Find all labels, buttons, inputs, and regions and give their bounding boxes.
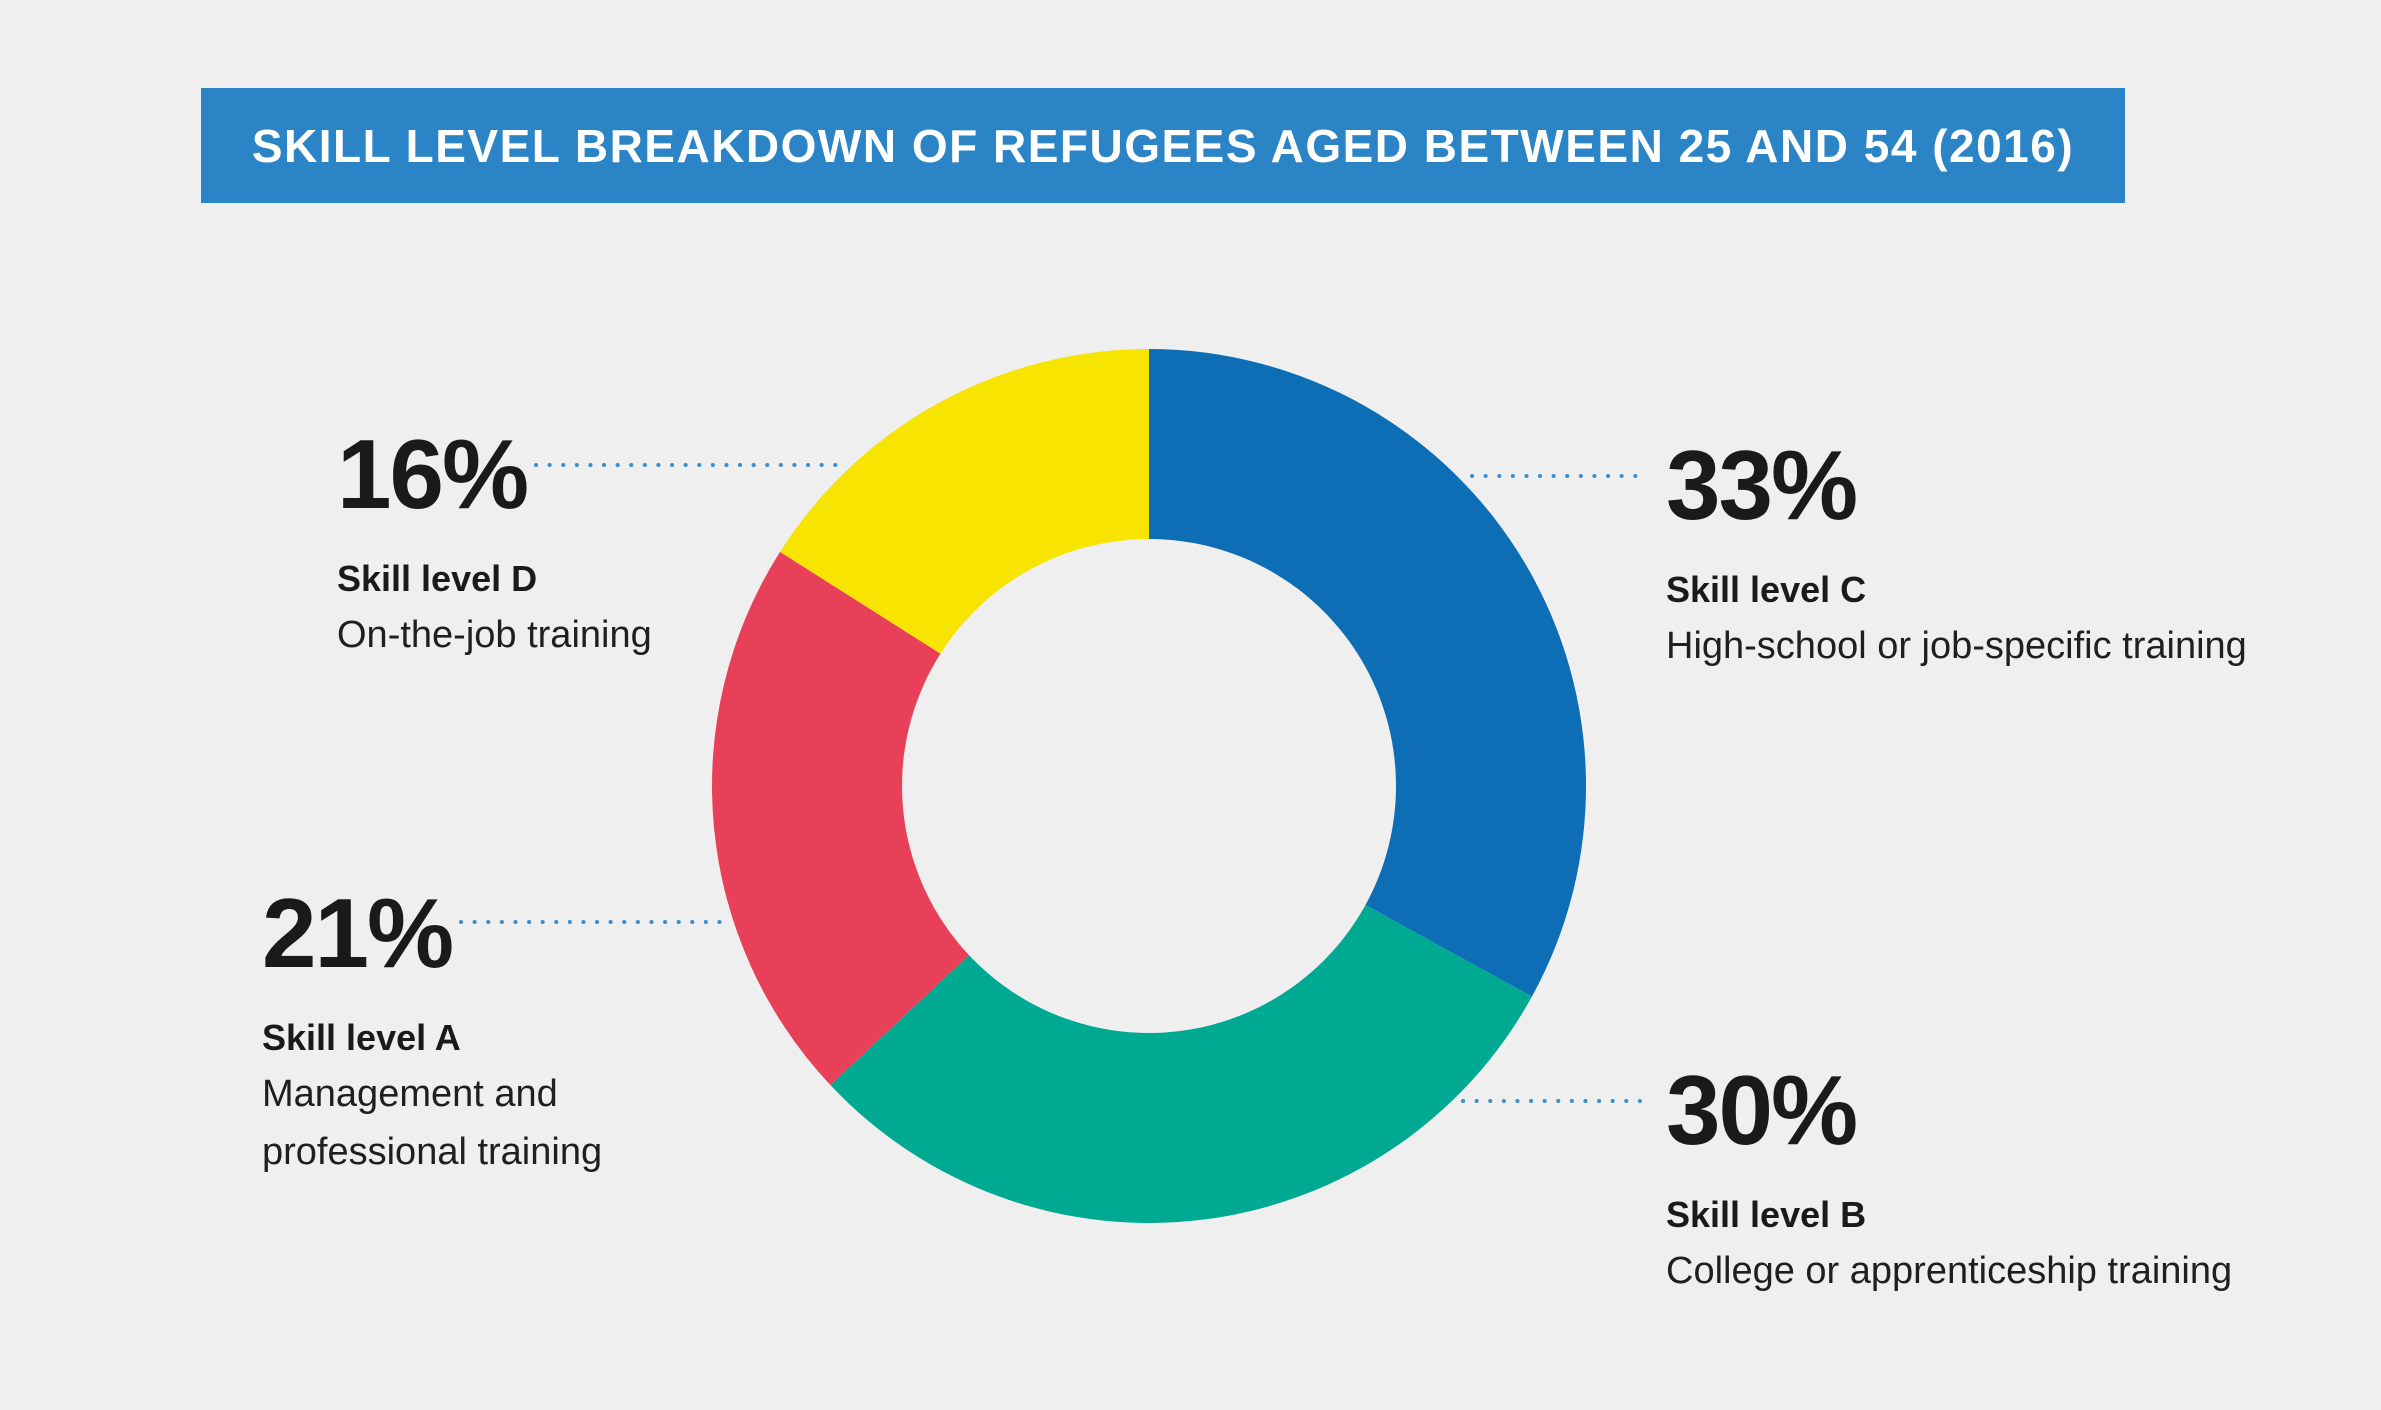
slice-value-label-a: 21% [262,878,454,988]
donut-slice-skill-level-d [780,349,1149,654]
callout-skill-level-b: 30% Skill level B College or apprentices… [1666,1061,2232,1300]
slice-level-label-a: Skill level A [262,1017,461,1058]
slice-level-label-c: Skill level C [1666,569,1867,610]
title-banner: SKILL LEVEL BREAKDOWN OF REFUGEES AGED B… [201,88,2125,203]
slice-value-label-d: 16% [337,419,529,529]
slice-value-label-b: 30% [1666,1055,1858,1165]
slice-level-label-d: Skill level D [337,558,538,599]
callout-skill-level-c: 33% Skill level C High-school or job-spe… [1666,436,2247,675]
slice-description-a-line-1: Management and [262,1073,558,1116]
chart-title: SKILL LEVEL BREAKDOWN OF REFUGEES AGED B… [251,119,2075,172]
callout-skill-level-d: 16% Skill level D On-the-job training [337,425,652,664]
slice-description-a: Management and professional training [262,1065,602,1181]
slice-value-label-c: 33% [1666,430,1858,540]
slice-description-a-line-2: professional training [262,1131,603,1174]
callout-skill-level-a: 21% Skill level A Management and profess… [262,884,602,1181]
donut-slice-skill-level-b [830,904,1532,1223]
donut-slice-skill-level-a [712,551,969,1086]
slice-description-c: High-school or job-specific training [1666,625,2247,668]
slice-level-label-b: Skill level B [1666,1194,1867,1235]
slice-description-d: On-the-job training [337,614,652,657]
donut-slice-skill-level-c [1149,349,1586,997]
slice-description-b: College or apprenticeship training [1666,1250,2233,1293]
